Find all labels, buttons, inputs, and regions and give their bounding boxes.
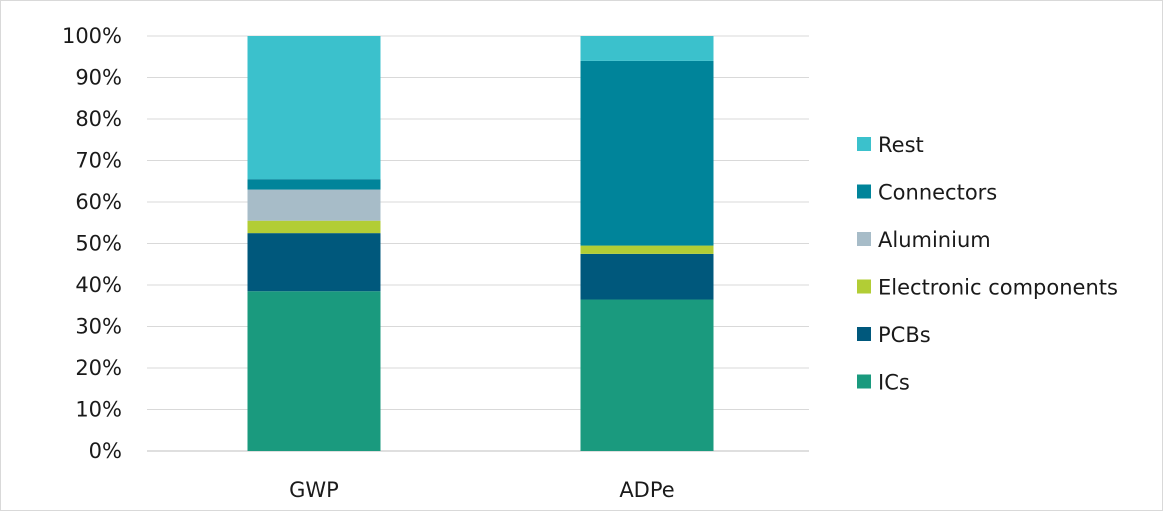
y-tick-label: 10% — [75, 398, 122, 422]
y-tick-label: 60% — [75, 190, 122, 214]
legend-label: ICs — [878, 371, 910, 395]
x-tick-label: GWP — [289, 478, 339, 502]
legend-swatch — [857, 374, 871, 389]
legend: Rest Connectors Aluminium Electronic compon… — [857, 133, 1118, 395]
bar-segment-rest — [580, 36, 714, 61]
y-tick-label: 0% — [89, 439, 122, 463]
x-axis-ticks: GWP ADPe — [289, 478, 675, 502]
legend-swatch — [857, 184, 871, 199]
bar-segment-rest — [247, 36, 381, 180]
y-tick-label: 100% — [62, 24, 122, 48]
bar-segment-pcbs — [247, 233, 381, 292]
legend-swatch — [857, 327, 871, 341]
y-tick-label: 80% — [75, 107, 122, 131]
y-tick-label: 40% — [75, 273, 122, 297]
legend-label: Rest — [878, 133, 924, 157]
legend-swatch — [857, 232, 871, 246]
bar-segment-pcbs — [580, 253, 714, 300]
legend-label: Connectors — [878, 181, 997, 205]
x-tick-label: ADPe — [619, 478, 674, 502]
bar-segment-connectors — [247, 179, 381, 190]
bar-segment-ics — [580, 299, 714, 451]
y-tick-label: 20% — [75, 356, 122, 380]
legend-label: Electronic components — [878, 276, 1118, 300]
bar-segment-connectors — [580, 60, 714, 246]
bar-segment-aluminium — [247, 189, 381, 221]
legend-label: Aluminium — [878, 228, 991, 252]
bar-segment-ics — [247, 291, 381, 451]
y-tick-label: 30% — [75, 315, 122, 339]
y-axis-ticks: 0% 10% 20% 30% 40% 50% 60% 70% 80% 90% 100% — [62, 24, 122, 463]
bar-segment-electronic-components — [247, 220, 381, 234]
y-tick-label: 70% — [75, 149, 122, 173]
legend-swatch — [857, 279, 871, 294]
legend-swatch — [857, 137, 871, 151]
y-tick-label: 90% — [75, 66, 122, 90]
bar-segment-electronic-components — [580, 245, 714, 254]
y-tick-label: 50% — [75, 232, 122, 256]
legend-label: PCBs — [878, 323, 931, 347]
bars — [247, 36, 714, 451]
